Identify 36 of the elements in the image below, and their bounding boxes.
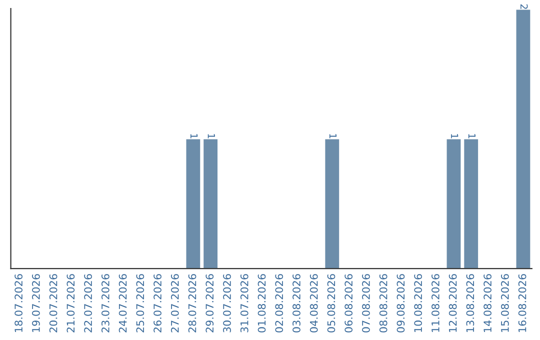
x-tick-label: 07.08.2026 (362, 274, 370, 332)
x-tick-label: 12.08.2026 (448, 274, 457, 332)
x-tick-label: 26.07.2026 (154, 274, 162, 332)
x-tick-label: 01.08.2026 (258, 274, 266, 332)
data-label: 1 (451, 134, 458, 138)
x-tick-label: 22.07.2026 (84, 274, 92, 332)
x-tick-label: 10.08.2026 (414, 274, 422, 332)
data-label: 1 (468, 134, 476, 138)
x-tick-label: 13.08.2026 (466, 274, 474, 332)
x-tick-label: 05.08.2026 (327, 274, 336, 332)
x-tick-label: 21.07.2026 (66, 274, 75, 332)
x-tick-label: 15.08.2026 (500, 274, 509, 332)
x-tick-label: 08.08.2026 (379, 274, 388, 332)
x-tick-label: 14.08.2026 (484, 274, 492, 332)
x-tick-label: 23.07.2026 (101, 274, 110, 332)
x-tick-label: 04.08.2026 (310, 274, 318, 332)
x-tick-label: 30.07.2026 (223, 274, 231, 332)
x-tick-label: 06.08.2026 (344, 274, 353, 332)
x-tick-label: 24.07.2026 (118, 274, 127, 332)
x-tick-label: 28.07.2026 (188, 274, 196, 332)
x-tick-label: 20.07.2026 (49, 274, 58, 332)
x-tick-label: 25.07.2026 (136, 274, 144, 332)
x-tick-label: 09.08.2026 (396, 274, 405, 332)
data-label: 1 (190, 134, 198, 138)
data-label: 1 (208, 134, 215, 138)
x-tick-label: 18.07.2026 (14, 274, 23, 332)
data-label: 1 (329, 134, 337, 138)
x-tick-label: 03.08.2026 (292, 274, 300, 332)
x-tick-label: 16.08.2026 (518, 274, 526, 332)
x-tick-label: 02.08.2026 (275, 274, 284, 332)
x-tick-label: 31.07.2026 (240, 274, 248, 332)
x-tick-label: 19.07.2026 (32, 274, 40, 332)
x-tick-label: 27.07.2026 (170, 274, 179, 332)
x-tick-label: 11.08.2026 (432, 274, 440, 332)
data-label: 2 (520, 4, 528, 9)
x-tick-label: 29.07.2026 (206, 274, 214, 332)
